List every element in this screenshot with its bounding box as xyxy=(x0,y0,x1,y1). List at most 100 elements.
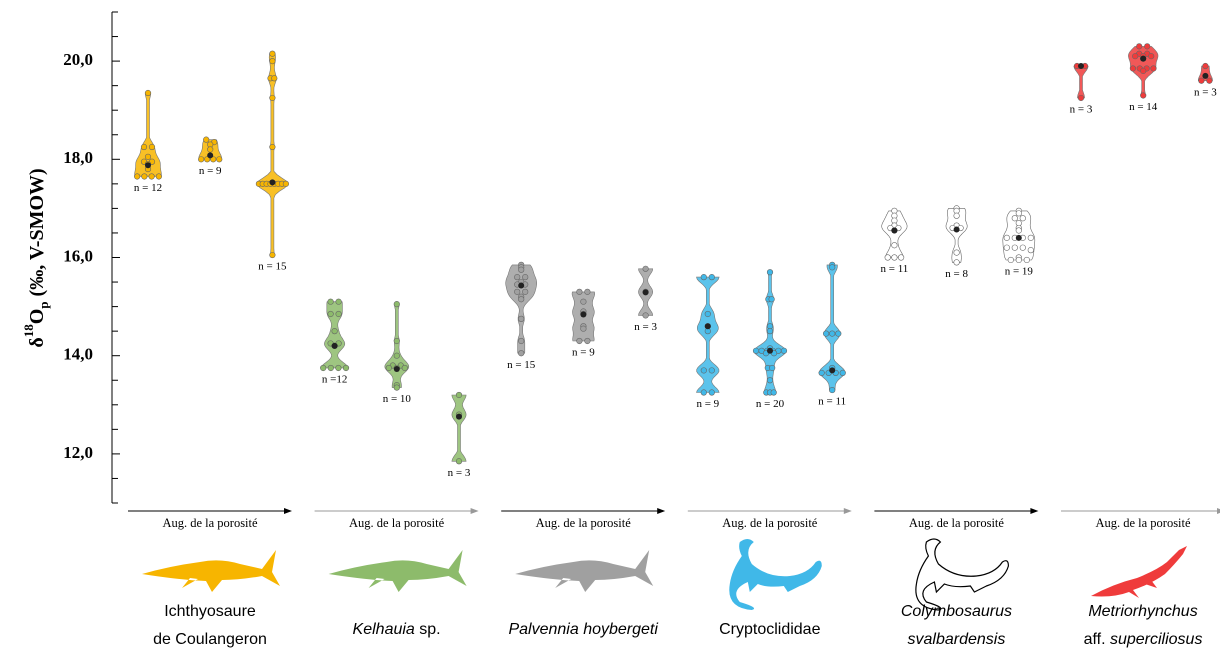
data-point xyxy=(271,75,278,82)
arrow-label: Aug. de la porosité xyxy=(162,516,258,530)
data-point xyxy=(455,391,463,399)
data-point xyxy=(700,367,707,374)
violin xyxy=(451,394,467,462)
n-label: n = 9 xyxy=(572,347,595,359)
data-point xyxy=(584,288,591,295)
mean-point xyxy=(393,365,400,372)
violin xyxy=(881,210,908,258)
data-point xyxy=(1206,77,1213,84)
taxon-silhouette xyxy=(729,539,822,610)
data-point xyxy=(148,143,156,151)
data-point xyxy=(1011,244,1018,251)
mean-point xyxy=(331,342,338,349)
data-point xyxy=(835,330,842,337)
data-point xyxy=(1202,62,1209,70)
n-label: n = 3 xyxy=(634,321,657,333)
data-point xyxy=(514,274,521,281)
mean-point xyxy=(456,413,462,420)
data-point xyxy=(518,350,525,357)
data-point xyxy=(1015,210,1022,217)
data-point xyxy=(269,94,276,102)
data-point xyxy=(953,212,960,219)
taxon-label-part: de Coulangeron xyxy=(153,631,267,648)
n-label: n =12 xyxy=(322,374,347,386)
taxon-label: Palvennia hoybergeti xyxy=(508,621,658,638)
y-label-part: O xyxy=(26,309,48,325)
y-tick-label: 12,0 xyxy=(63,443,93,462)
y-tick-label: 18,0 xyxy=(63,148,93,167)
data-point xyxy=(891,242,898,249)
data-point xyxy=(1136,43,1143,50)
y-tick-label: 20,0 xyxy=(63,50,93,69)
data-point xyxy=(704,310,711,318)
mean-point xyxy=(269,179,276,186)
data-point xyxy=(1007,256,1014,264)
data-point xyxy=(1011,215,1018,222)
data-point xyxy=(204,156,211,163)
taxon-label-part: Metriorhynchus xyxy=(1088,603,1197,620)
data-point xyxy=(1015,256,1022,264)
arrow-head xyxy=(1217,508,1220,514)
n-label: n = 15 xyxy=(258,261,287,273)
n-label: n = 8 xyxy=(945,268,968,280)
violin xyxy=(320,301,349,369)
n-label: n = 10 xyxy=(383,393,412,405)
mean-point xyxy=(1202,72,1209,79)
mean-point xyxy=(580,311,587,318)
taxon-label: de Coulangeron xyxy=(153,631,267,648)
data-point xyxy=(780,347,788,354)
arrow-head xyxy=(1030,508,1039,514)
violin xyxy=(256,53,289,256)
data-point xyxy=(1027,234,1034,241)
taxon-label: aff. superciliosus xyxy=(1084,631,1203,648)
data-point xyxy=(342,364,350,372)
data-point xyxy=(1027,247,1034,254)
data-point xyxy=(140,143,148,151)
data-point xyxy=(1140,67,1147,75)
data-point xyxy=(766,328,774,335)
arrow-label: Aug. de la porosité xyxy=(722,516,818,530)
data-point xyxy=(829,386,836,394)
n-label: n = 12 xyxy=(134,182,162,194)
taxon-silhouette xyxy=(915,538,1010,611)
data-point xyxy=(1140,92,1147,99)
y-label-part: 18 xyxy=(21,324,36,338)
data-point xyxy=(327,298,334,305)
data-point xyxy=(829,330,836,337)
mean-point xyxy=(891,227,898,234)
mean-point xyxy=(518,282,525,289)
data-point xyxy=(269,50,276,57)
taxon-label-part: Cryptoclididae xyxy=(719,621,820,638)
data-point xyxy=(576,288,583,295)
data-point xyxy=(148,173,155,180)
data-point xyxy=(818,369,825,376)
taxon-silhouette xyxy=(515,550,654,592)
n-label: n = 9 xyxy=(199,165,222,177)
y-axis-label: δ18Op (‰, V-SMOW) xyxy=(21,168,51,347)
n-label: n = 20 xyxy=(756,398,785,410)
arrow-head xyxy=(843,508,852,514)
taxon-label: Colymbosaurus xyxy=(901,603,1012,620)
data-point xyxy=(953,259,960,266)
data-point xyxy=(891,254,898,261)
y-label-part: (‰, V-SMOW) xyxy=(26,168,48,301)
taxon-label: Ichthyosaure xyxy=(164,603,256,620)
violin xyxy=(945,208,968,263)
data-point xyxy=(522,274,529,281)
taxon-label-part: sp. xyxy=(415,621,441,638)
data-point xyxy=(1077,94,1085,102)
mean-point xyxy=(1140,55,1147,62)
data-point xyxy=(897,254,905,261)
data-point xyxy=(1198,77,1205,84)
data-point xyxy=(335,364,342,372)
data-point xyxy=(522,288,529,295)
mean-point xyxy=(1078,63,1084,70)
taxon-label: Cryptoclididae xyxy=(719,621,820,638)
violin xyxy=(819,264,846,391)
data-point xyxy=(642,265,649,272)
data-point xyxy=(1003,244,1010,251)
data-point xyxy=(282,180,290,187)
data-point xyxy=(269,251,276,259)
n-label: n = 19 xyxy=(1005,265,1034,277)
y-tick-label: 16,0 xyxy=(63,246,93,265)
